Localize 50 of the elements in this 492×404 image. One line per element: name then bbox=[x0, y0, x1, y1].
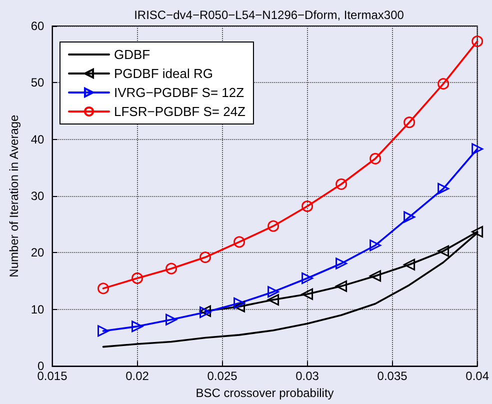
y-tick-label: 60 bbox=[30, 19, 45, 33]
point bbox=[98, 325, 110, 337]
y-tick-label: 10 bbox=[30, 302, 45, 316]
point bbox=[336, 258, 348, 270]
point bbox=[472, 226, 484, 238]
point bbox=[166, 262, 178, 274]
point bbox=[370, 152, 382, 164]
point bbox=[472, 36, 484, 48]
y-tick-label: 50 bbox=[30, 76, 45, 90]
y-tick-label: 40 bbox=[30, 132, 45, 146]
y-axis-title: Number of Iteration in Average bbox=[7, 114, 21, 278]
y-tick-label: 30 bbox=[30, 189, 45, 204]
point bbox=[404, 258, 416, 270]
legend-label: PGDBF ideal RG bbox=[114, 66, 213, 81]
x-tick-label: 0.035 bbox=[377, 369, 408, 384]
point bbox=[336, 280, 348, 292]
x-tick-label: 0.04 bbox=[466, 369, 490, 384]
point bbox=[132, 320, 144, 332]
point bbox=[234, 236, 246, 248]
point bbox=[200, 252, 212, 264]
point bbox=[370, 270, 382, 282]
legend-label: GDBF bbox=[114, 47, 150, 62]
legend-label: IVRG−PGDBF S= 12Z bbox=[114, 85, 244, 100]
point bbox=[404, 116, 416, 128]
legend-label: LFSR−PGDBF S= 24Z bbox=[114, 104, 246, 119]
x-axis-title: BSC crossover probability bbox=[196, 386, 334, 400]
point bbox=[404, 211, 416, 223]
point bbox=[370, 240, 382, 252]
point bbox=[438, 182, 450, 194]
point bbox=[438, 78, 450, 90]
chart-title: IRISC−dv4−R050−L54−N1296−Dform, Itermax300 bbox=[134, 8, 404, 22]
x-tick-label: 0.03 bbox=[296, 369, 320, 384]
point bbox=[234, 300, 246, 312]
point bbox=[302, 200, 314, 212]
y-tick-label: 20 bbox=[30, 246, 45, 260]
point bbox=[132, 272, 144, 284]
point bbox=[472, 143, 484, 155]
x-tick-label: 0.02 bbox=[126, 369, 150, 384]
point bbox=[234, 297, 246, 309]
x-tick-label: 0.025 bbox=[207, 369, 238, 384]
point bbox=[336, 178, 348, 190]
point bbox=[268, 220, 280, 232]
point bbox=[268, 286, 280, 298]
x-tick-label: 0.015 bbox=[37, 369, 68, 384]
point bbox=[98, 282, 110, 294]
point bbox=[302, 272, 314, 284]
point bbox=[438, 245, 450, 257]
point bbox=[166, 314, 178, 326]
point bbox=[268, 294, 280, 306]
point bbox=[302, 288, 314, 300]
